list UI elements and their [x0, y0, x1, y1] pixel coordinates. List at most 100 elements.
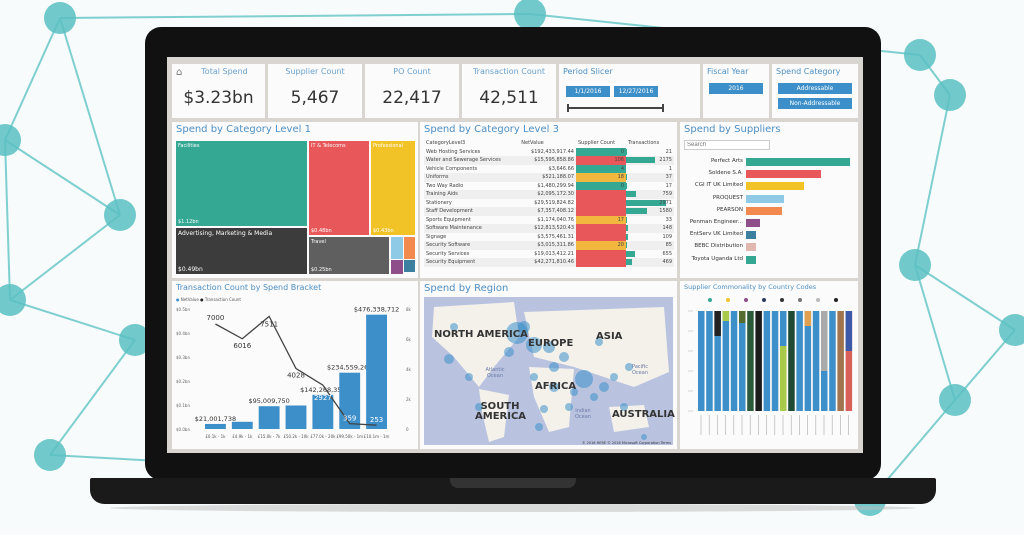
column-header[interactable]: CategoryLevel3 [426, 140, 466, 147]
map-label-africa: AFRICA [535, 381, 577, 392]
stacked-segment [821, 311, 828, 371]
netvalue-cell: $29,519,824.82 [534, 199, 574, 206]
network-line [914, 94, 951, 266]
spend-category-slicer: Spend Category Addressable Non-Addressab… [772, 64, 858, 118]
treemap-tile-small[interactable] [391, 260, 403, 274]
netvalue-bar [339, 372, 361, 429]
table-row[interactable]: Water and Sewerage Services $15,595,858.8… [424, 156, 674, 165]
panel-title: Spend by Suppliers [684, 124, 781, 135]
end-date-input[interactable]: 12/27/2016 [614, 86, 658, 97]
table-row[interactable]: Software Maintenance $12,813,520.43 148 [424, 224, 674, 233]
supplier-name: CGI IT UK Limited [694, 182, 743, 189]
supplier-bar [746, 194, 785, 203]
chart-title: Transaction Count by Spend Bracket [176, 283, 322, 292]
transactions-databar [626, 250, 635, 257]
spend-bubble [540, 405, 548, 413]
slider-handle-end[interactable] [662, 104, 664, 112]
supplier-bar [746, 182, 805, 191]
transactions-value: 109 [662, 233, 672, 240]
panel-title: Supplier Commonality by Country Codes [684, 283, 817, 291]
stacked-bar [829, 311, 836, 411]
transactions-value: 655 [662, 250, 672, 257]
table-row[interactable]: Two Way Radio $1,480,299.94 0 17 [424, 181, 674, 190]
table-row[interactable]: Vehicle Components $3,646.66 4 1 [424, 164, 674, 173]
line-data-label: 4028 [287, 372, 305, 380]
column-header[interactable]: Transactions [628, 140, 660, 147]
stacked-bar [845, 311, 853, 411]
table-row[interactable]: Stationery $29,519,824.82 2971 [424, 198, 674, 207]
spend-bubble [565, 403, 573, 411]
stacked-bar [739, 311, 746, 411]
x-tick-label: £4.9k - 1k [232, 434, 253, 439]
map-credit[interactable]: © 2016 HERE © 2016 Microsoft Corporation… [582, 441, 671, 445]
spend-bubble [620, 403, 628, 411]
stacked-segment [739, 311, 746, 323]
category-cell: Water and Sewerage Services [424, 156, 520, 165]
x-tick-label: £10.1m - 1m [364, 434, 390, 439]
table-row[interactable]: Web Hosting Services $192,433,917.44 0 21 [424, 147, 674, 156]
treemap-tile-it[interactable]: IT & Telecoms $0.48bn [309, 141, 369, 235]
landmass [479, 389, 509, 442]
transactions-value: 469 [662, 259, 672, 266]
addressable-option[interactable]: Addressable [778, 83, 852, 94]
treemap-tile-facilities[interactable]: Facilities $1.12bn [176, 141, 307, 226]
category-cell: Web Hosting Services [426, 148, 481, 155]
table-row[interactable]: Security Services $19,013,412.21 655 [424, 249, 674, 258]
treemap-tile-professional[interactable]: Professional $0.43bn [371, 141, 415, 235]
non-addressable-option[interactable]: Non-Addressable [778, 98, 852, 109]
kpi-total-spend[interactable]: ⌂ Total Spend $3.23bn [172, 64, 265, 118]
line-data-label: 2927 [314, 394, 332, 402]
transactions-value: 1580 [659, 208, 672, 215]
line-data-label: 6016 [233, 342, 251, 350]
column-header[interactable]: Supplier Count [578, 140, 616, 147]
supplier-bar [746, 158, 850, 166]
network-node [0, 284, 26, 316]
table-row[interactable]: Signage $3,575,461.31 109 [424, 232, 674, 242]
netvalue-cell: $19,013,412.21 [534, 250, 574, 257]
table-row[interactable]: Security Software $3,015,311.86 20 85 [424, 241, 674, 250]
treemap-tile-small[interactable] [404, 237, 415, 259]
slider-handle-start[interactable] [567, 104, 569, 112]
treemap-tile-travel[interactable]: Travel $0.25bn [309, 237, 389, 274]
supplier-count-cell: 4 [576, 164, 626, 173]
supplier-search-input[interactable] [684, 140, 770, 150]
treemap-tile-small[interactable] [404, 260, 415, 272]
home-icon[interactable]: ⌂ [176, 67, 183, 78]
table-row[interactable]: Staff Development $7,357,408.12 1580 [424, 207, 674, 216]
column-header[interactable]: NetValue [521, 140, 544, 147]
network-node [514, 0, 546, 30]
transactions-value: 17 [665, 182, 672, 189]
map-label-south-america: SOUTH AMERICA [475, 401, 527, 422]
treemap-tile-advertising[interactable]: Advertising, Marketing & Media $0.49bn [176, 228, 307, 274]
netvalue-bar [312, 394, 334, 429]
supplier-name: PROQUEST [712, 194, 743, 201]
netvalue-bar [258, 406, 280, 429]
start-date-input[interactable]: 1/1/2016 [566, 86, 610, 97]
transactions-cell: 109 [626, 233, 674, 242]
kpi-transaction-count[interactable]: Transaction Count 42,511 [462, 64, 556, 118]
spend-bubble [543, 341, 555, 353]
supplier-count-cell: 20 [576, 241, 626, 250]
map-label-north-america: NORTH AMERICA [434, 329, 528, 340]
table-row[interactable]: Security Equipment $42,271,810.46 469 [424, 258, 674, 267]
netvalue-cell: $1,174,040.76 [537, 216, 574, 223]
transactions-cell: 33 [626, 216, 674, 225]
treemap-tile-small[interactable] [391, 237, 403, 259]
legend-transaction-count: Transaction Count [204, 297, 241, 302]
stacked-bar-chart [688, 298, 853, 435]
table-row[interactable]: Training Aids $2,095,172.30 759 [424, 190, 674, 199]
network-line [59, 13, 531, 19]
table-row[interactable]: Sports Equipment $1,174,040.76 17 33 [424, 215, 674, 225]
supplier-bar [746, 206, 783, 215]
world-map[interactable] [424, 297, 673, 445]
kpi-po-count[interactable]: PO Count 22,417 [365, 64, 459, 118]
netvalue-bar [205, 423, 226, 429]
network-node [0, 124, 21, 156]
table-row[interactable]: Uniforms $521,188.07 18 37 [424, 173, 674, 182]
fiscal-year-option[interactable]: 2016 [709, 83, 763, 94]
date-range-slider[interactable] [568, 107, 663, 109]
legend-swatch [762, 298, 766, 302]
transactions-databar [626, 191, 636, 197]
supplier-name: BEBC Distribution [694, 243, 743, 250]
kpi-supplier-count[interactable]: Supplier Count 5,467 [268, 64, 362, 118]
